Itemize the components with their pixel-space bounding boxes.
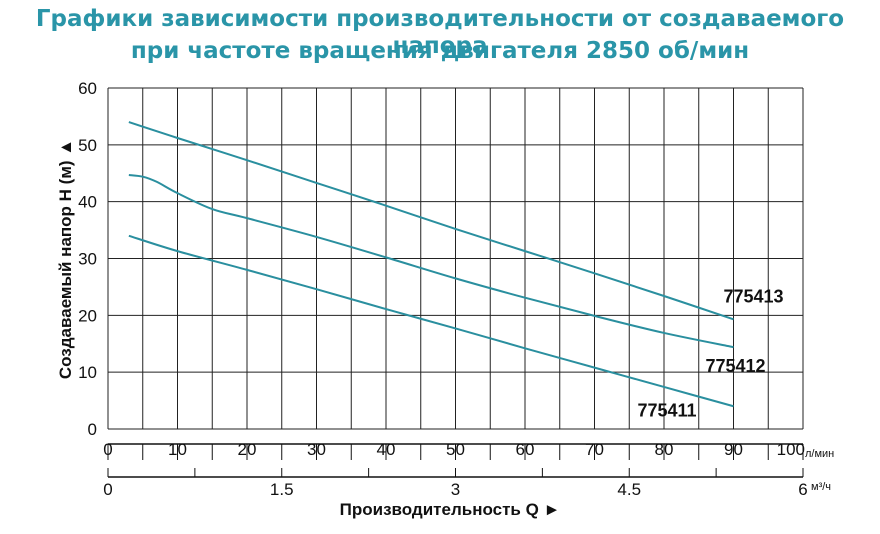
- series-lines: [128, 121, 734, 408]
- x-tick-label: 70: [585, 440, 604, 459]
- series-label-775411: 775411: [638, 400, 697, 420]
- x-tick-labels: 0 10 20 30 40 50 60 70 80 90 100: [103, 440, 805, 460]
- x-tick-label: 20: [238, 440, 257, 459]
- series-label-775413: 775413: [724, 286, 784, 306]
- x2-tick-label: 4.5: [617, 480, 641, 499]
- y-tick-label: 40: [78, 193, 97, 212]
- x2-tick-label: 3: [451, 480, 460, 499]
- x-tick-label: 60: [516, 440, 535, 459]
- x2-tick-label: 0: [103, 480, 112, 499]
- series-line-775411: [128, 234, 734, 408]
- x2-tick-label: 6: [798, 480, 807, 499]
- x-tick-label: 80: [655, 440, 674, 459]
- x-tick-label: 0: [103, 440, 112, 459]
- x-tick-label: 10: [168, 440, 187, 459]
- y-tick-label: 30: [78, 250, 97, 269]
- x-axis-label: Производительность Q ►: [340, 500, 561, 519]
- chart-title-line1: Графики зависимости производительности о…: [35, 6, 845, 59]
- y-tick-label: 50: [78, 136, 97, 155]
- grid: [107, 87, 804, 430]
- x-tick-label: 50: [446, 440, 465, 459]
- x-tick-label: 40: [377, 440, 396, 459]
- series-label-775412: 775412: [706, 356, 766, 376]
- y-tick-label: 20: [78, 306, 97, 325]
- y-tick-label: 60: [78, 79, 97, 98]
- x-unit-label: л/мин: [805, 448, 834, 460]
- series-line-775412: [128, 173, 734, 349]
- chart-title-line2: при частоте вращения двигателя 2850 об/м…: [130, 38, 750, 64]
- x-tick-label: 100: [777, 440, 805, 459]
- y-tick-labels: 0 10 20 30 40 50 60: [78, 79, 97, 439]
- y-tick-label: 0: [88, 420, 97, 439]
- series-labels: 775413 775412 775411: [638, 286, 784, 420]
- series-line-775413: [128, 121, 734, 321]
- x2-unit-label: м³/ч: [811, 481, 831, 493]
- secondary-x-axis: 0 1.5 3 4.5 6: [103, 468, 808, 499]
- y-tick-label: 10: [78, 363, 97, 382]
- x-tick-label: 30: [307, 440, 326, 459]
- x2-tick-label: 1.5: [270, 480, 294, 499]
- y-axis-label: Создаваемый напор H (м) ▲: [56, 139, 75, 379]
- x-tick-label: 90: [724, 440, 743, 459]
